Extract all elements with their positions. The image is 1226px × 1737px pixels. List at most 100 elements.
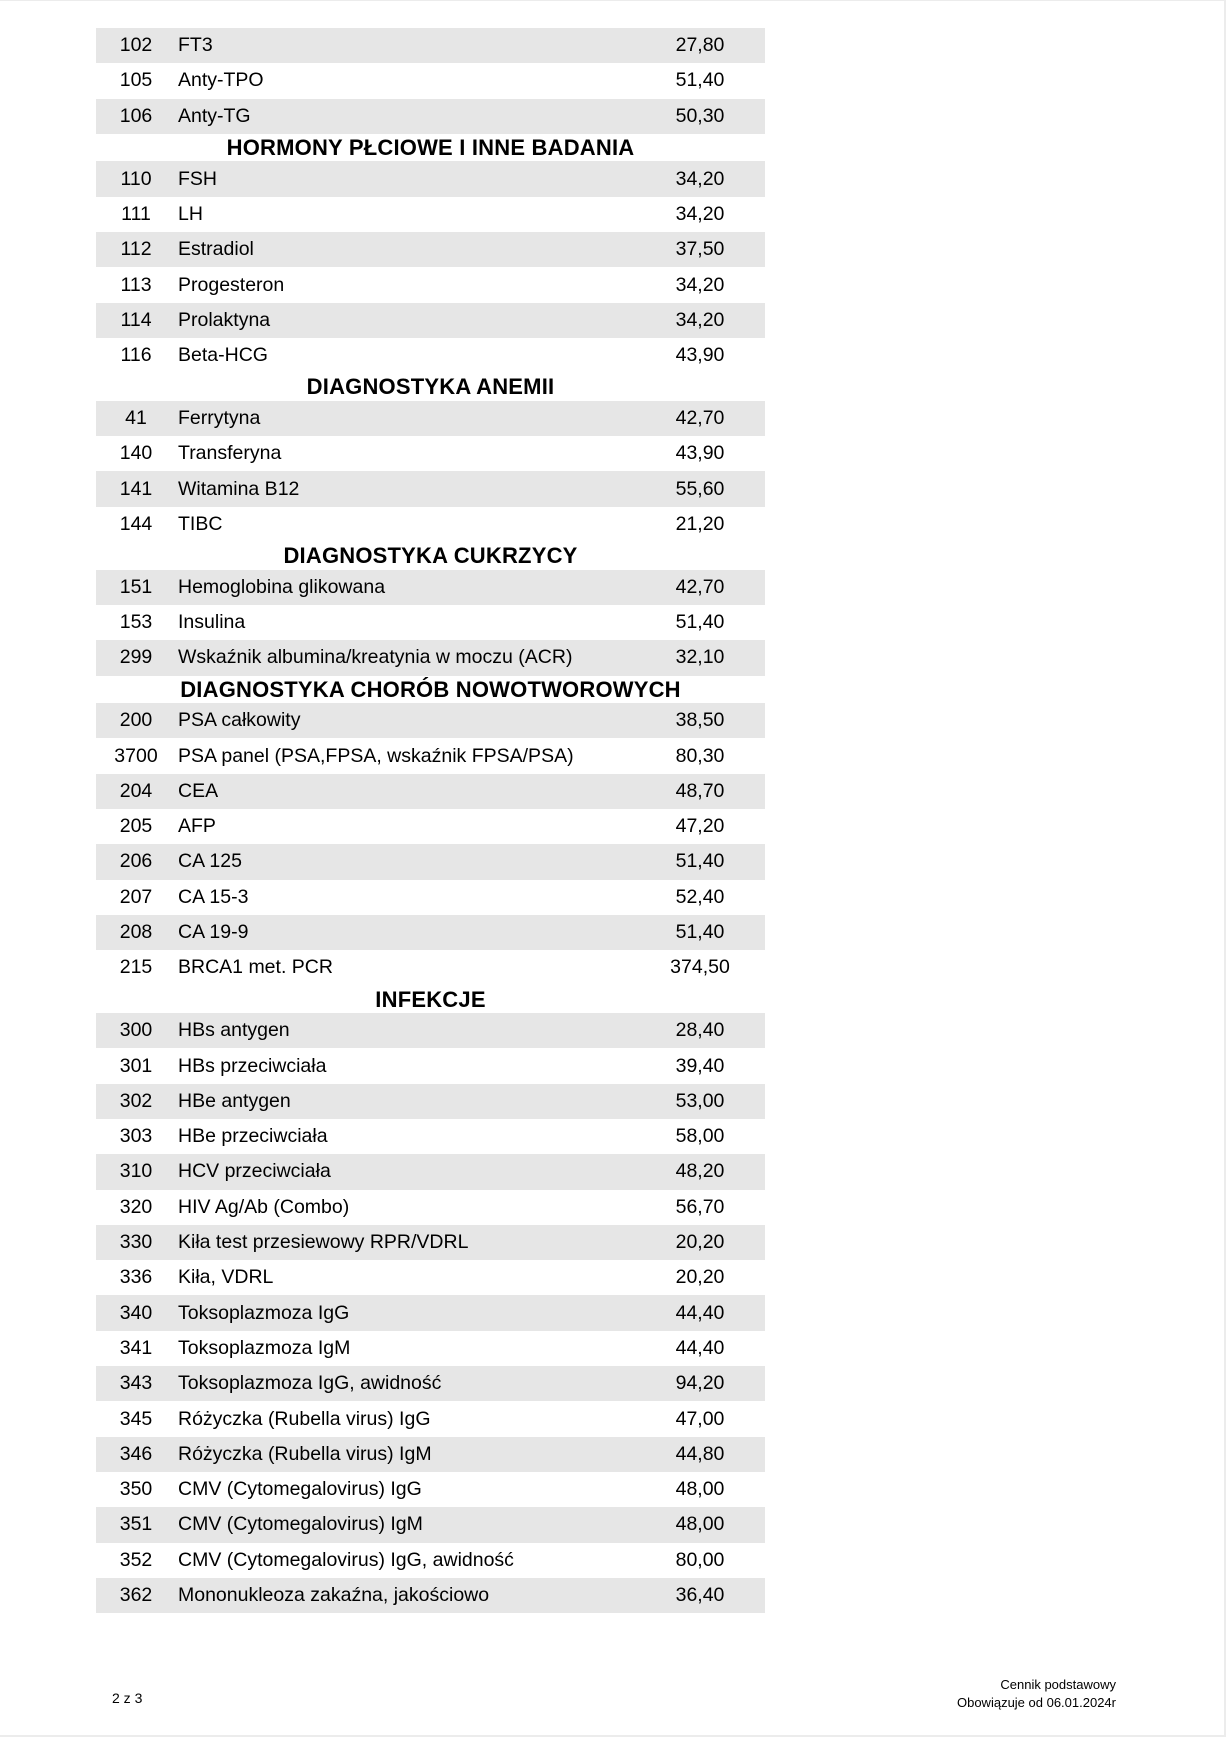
test-price: 48,70 bbox=[675, 779, 725, 802]
table-row: 345 Różyczka (Rubella virus) IgG 47,00 bbox=[96, 1401, 765, 1436]
table-row: 343 Toksoplazmoza IgG, awidność 94,20 bbox=[96, 1366, 765, 1402]
test-name: BRCA1 met. PCR bbox=[178, 956, 333, 979]
test-price: 44,80 bbox=[675, 1442, 725, 1465]
test-code: 206 bbox=[119, 850, 153, 873]
test-price: 32,10 bbox=[675, 646, 725, 669]
test-name: Anty-TG bbox=[178, 104, 251, 127]
footer-doc-title: Cennik podstawowy bbox=[1000, 1677, 1116, 1692]
table-row: 362 Mononukleoza zakaźna, jakościowo 36,40 bbox=[96, 1577, 765, 1614]
test-price: 27,80 bbox=[675, 34, 725, 57]
test-code: 111 bbox=[121, 202, 151, 225]
test-code: 320 bbox=[119, 1195, 153, 1218]
table-row: 346 Różyczka (Rubella virus) IgM 44,80 bbox=[96, 1436, 765, 1472]
test-code: 140 bbox=[119, 442, 153, 465]
test-price: 80,30 bbox=[675, 744, 725, 767]
test-price: 50,30 bbox=[675, 104, 725, 127]
test-name: Hemoglobina glikowana bbox=[178, 575, 386, 598]
test-code: 144 bbox=[119, 512, 153, 535]
table-row: 3700 PSA panel (PSA,FPSA, wskaźnik FPSA/P… bbox=[96, 738, 765, 773]
test-price: 48,00 bbox=[675, 1513, 725, 1536]
section-heading: DIAGNOSTYKA CHORÓB NOWOTWOROWYCH bbox=[180, 676, 681, 702]
test-name: Anty-TPO bbox=[178, 69, 264, 92]
test-name: Estradiol bbox=[178, 238, 254, 261]
test-name: PSA panel (PSA,FPSA, wskaźnik FPSA/PSA) bbox=[178, 744, 574, 767]
test-price: 39,40 bbox=[675, 1054, 725, 1077]
test-code: 302 bbox=[119, 1089, 153, 1112]
section-heading: DIAGNOSTYKA ANEMII bbox=[306, 374, 555, 400]
test-price: 47,00 bbox=[675, 1407, 725, 1430]
test-code: 153 bbox=[119, 611, 153, 634]
test-price: 56,70 bbox=[675, 1195, 725, 1218]
table-row: 105 Anty-TPO 51,40 bbox=[96, 63, 765, 98]
table-row: 106 Anty-TG 50,30 bbox=[96, 98, 765, 134]
test-price: 51,40 bbox=[675, 850, 725, 873]
test-name: Wskaźnik albumina/kreatynia w moczu (ACR… bbox=[178, 646, 573, 669]
test-name: HBe przeciwciała bbox=[178, 1125, 328, 1148]
test-code: 200 bbox=[119, 709, 153, 732]
test-code: 106 bbox=[119, 104, 153, 127]
test-name: Różyczka (Rubella virus) IgG bbox=[178, 1407, 431, 1430]
test-name: Kiła test przesiewowy RPR/VDRL bbox=[178, 1231, 469, 1254]
test-name: Ferrytyna bbox=[178, 407, 261, 429]
test-price: 42,70 bbox=[675, 407, 725, 429]
test-name: Toksoplazmoza IgM bbox=[178, 1336, 351, 1359]
test-price: 20,20 bbox=[675, 1266, 725, 1289]
test-price: 48,20 bbox=[675, 1160, 725, 1183]
test-name: HCV przeciwciała bbox=[178, 1160, 331, 1183]
test-code: 41 bbox=[125, 407, 147, 429]
test-code: 336 bbox=[119, 1266, 153, 1289]
test-code: 116 bbox=[120, 344, 152, 367]
table-row: 200 PSA całkowity 38,50 bbox=[96, 703, 765, 739]
test-code: 346 bbox=[119, 1442, 153, 1465]
table-row: 310 HCV przeciwciała 48,20 bbox=[96, 1154, 765, 1190]
test-name: Kiła, VDRL bbox=[178, 1266, 274, 1289]
table-row: 205 AFP 47,20 bbox=[96, 809, 765, 844]
table-row: 204 CEA 48,70 bbox=[96, 773, 765, 810]
table-row: 340 Toksoplazmoza IgG 44,40 bbox=[96, 1295, 765, 1331]
table-row: 330 Kiła test przesiewowy RPR/VDRL 20,20 bbox=[96, 1224, 765, 1261]
table-row: 114 Prolaktyna 34,20 bbox=[96, 302, 765, 338]
table-row: 303 HBe przeciwciała 58,00 bbox=[96, 1119, 765, 1154]
table-row: 116 Beta-HCG 43,90 bbox=[96, 338, 765, 373]
test-name: HBs antygen bbox=[178, 1019, 290, 1042]
table-row: 302 HBe antygen 53,00 bbox=[96, 1083, 765, 1119]
test-code: 303 bbox=[119, 1125, 153, 1148]
price-table: 102 FT3 27,80 105 Anty-TPO 51,40 106 Anty-TG 50,… bbox=[96, 28, 765, 1614]
test-price: 58,00 bbox=[675, 1125, 725, 1148]
test-price: 34,20 bbox=[675, 273, 725, 296]
test-code: 3700 bbox=[114, 744, 158, 767]
test-code: 345 bbox=[119, 1407, 153, 1430]
test-price: 51,40 bbox=[675, 69, 725, 92]
table-row: 208 CA 19-9 51,40 bbox=[96, 914, 765, 951]
test-price: 374,50 bbox=[670, 956, 730, 979]
table-row: 215 BRCA1 met. PCR 374,50 bbox=[96, 950, 765, 985]
table-row: 351 CMV (Cytomegalovirus) IgM 48,00 bbox=[96, 1507, 765, 1543]
table-row: 153 Insulina 51,40 bbox=[96, 605, 765, 640]
test-name: Progesteron bbox=[178, 273, 285, 296]
table-row: 206 CA 125 51,40 bbox=[96, 844, 765, 880]
test-name: AFP bbox=[178, 815, 216, 838]
test-name: CMV (Cytomegalovirus) IgG bbox=[178, 1478, 422, 1501]
footer-valid-from: Obowiązuje od 06.01.2024r bbox=[956, 1695, 1116, 1710]
table-row: 336 Kiła, VDRL 20,20 bbox=[96, 1260, 765, 1295]
test-price: 38,50 bbox=[675, 709, 725, 732]
test-name: HBs przeciwciała bbox=[178, 1054, 327, 1077]
test-price: 43,90 bbox=[675, 442, 725, 465]
test-price: 34,20 bbox=[675, 202, 725, 225]
test-price: 42,70 bbox=[675, 575, 725, 598]
test-name: HBe antygen bbox=[178, 1089, 291, 1112]
table-row: 352 CMV (Cytomegalovirus) IgG, awidność 80… bbox=[96, 1543, 765, 1578]
test-name: LH bbox=[178, 202, 203, 225]
test-name: Beta-HCG bbox=[178, 344, 268, 367]
table-row: 207 CA 15-3 52,40 bbox=[96, 880, 765, 915]
test-price: 34,20 bbox=[675, 167, 725, 190]
table-row: 41 Ferrytyna 42,70 bbox=[96, 400, 765, 437]
test-code: 301 bbox=[119, 1054, 153, 1077]
table-row: 301 HBs przeciwciała 39,40 bbox=[96, 1048, 765, 1083]
test-name: Witamina B12 bbox=[178, 477, 300, 500]
test-price: 34,20 bbox=[675, 308, 725, 331]
test-code: 343 bbox=[119, 1372, 153, 1395]
table-row: 113 Progesteron 34,20 bbox=[96, 267, 765, 302]
test-name: HIV Ag/Ab (Combo) bbox=[178, 1195, 350, 1218]
test-price: 94,20 bbox=[675, 1372, 725, 1395]
